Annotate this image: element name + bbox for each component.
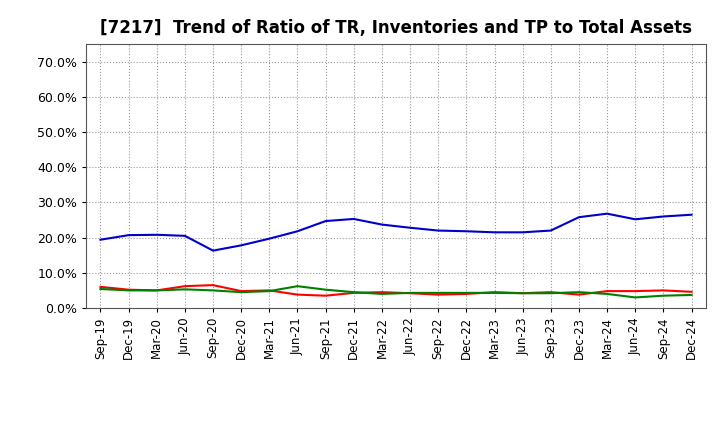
Trade Receivables	[575, 292, 583, 297]
Inventories	[659, 214, 667, 219]
Trade Payables	[631, 295, 639, 300]
Trade Receivables	[631, 289, 639, 294]
Trade Payables	[153, 288, 161, 293]
Trade Payables	[181, 287, 189, 292]
Inventories	[125, 232, 133, 238]
Inventories	[518, 230, 527, 235]
Title: [7217]  Trend of Ratio of TR, Inventories and TP to Total Assets: [7217] Trend of Ratio of TR, Inventories…	[100, 19, 692, 37]
Trade Receivables	[406, 290, 415, 296]
Trade Receivables	[659, 288, 667, 293]
Trade Receivables	[687, 289, 696, 294]
Trade Receivables	[377, 290, 386, 295]
Trade Receivables	[321, 293, 330, 298]
Trade Payables	[462, 290, 471, 296]
Trade Receivables	[490, 290, 499, 295]
Trade Receivables	[462, 291, 471, 297]
Line: Inventories: Inventories	[101, 214, 691, 251]
Trade Payables	[687, 292, 696, 297]
Inventories	[631, 216, 639, 222]
Line: Trade Payables: Trade Payables	[101, 286, 691, 297]
Trade Payables	[349, 290, 358, 295]
Trade Receivables	[603, 289, 611, 294]
Inventories	[293, 229, 302, 234]
Inventories	[377, 222, 386, 227]
Trade Payables	[293, 283, 302, 289]
Inventories	[265, 236, 274, 241]
Inventories	[237, 243, 246, 248]
Trade Payables	[321, 287, 330, 292]
Trade Receivables	[293, 292, 302, 297]
Trade Receivables	[518, 290, 527, 296]
Trade Receivables	[209, 282, 217, 288]
Trade Receivables	[237, 289, 246, 294]
Trade Payables	[575, 290, 583, 295]
Trade Payables	[209, 288, 217, 293]
Inventories	[434, 228, 443, 233]
Trade Receivables	[181, 283, 189, 289]
Trade Payables	[125, 288, 133, 293]
Inventories	[687, 212, 696, 217]
Trade Payables	[603, 291, 611, 297]
Trade Payables	[237, 290, 246, 295]
Inventories	[153, 232, 161, 238]
Inventories	[406, 225, 415, 231]
Trade Receivables	[125, 287, 133, 292]
Inventories	[603, 211, 611, 216]
Inventories	[209, 248, 217, 253]
Trade Receivables	[265, 288, 274, 293]
Inventories	[321, 218, 330, 224]
Inventories	[575, 215, 583, 220]
Trade Payables	[490, 290, 499, 296]
Trade Payables	[265, 289, 274, 294]
Trade Receivables	[153, 288, 161, 293]
Trade Payables	[659, 293, 667, 298]
Inventories	[181, 233, 189, 238]
Trade Payables	[377, 291, 386, 297]
Inventories	[546, 228, 555, 233]
Trade Payables	[546, 290, 555, 296]
Inventories	[490, 230, 499, 235]
Trade Payables	[96, 286, 105, 292]
Inventories	[349, 216, 358, 222]
Inventories	[96, 237, 105, 242]
Trade Receivables	[96, 284, 105, 290]
Trade Payables	[434, 290, 443, 296]
Inventories	[462, 229, 471, 234]
Trade Receivables	[434, 292, 443, 297]
Trade Payables	[518, 290, 527, 296]
Trade Payables	[406, 290, 415, 296]
Trade Receivables	[349, 290, 358, 296]
Trade Receivables	[546, 290, 555, 295]
Line: Trade Receivables: Trade Receivables	[101, 285, 691, 296]
